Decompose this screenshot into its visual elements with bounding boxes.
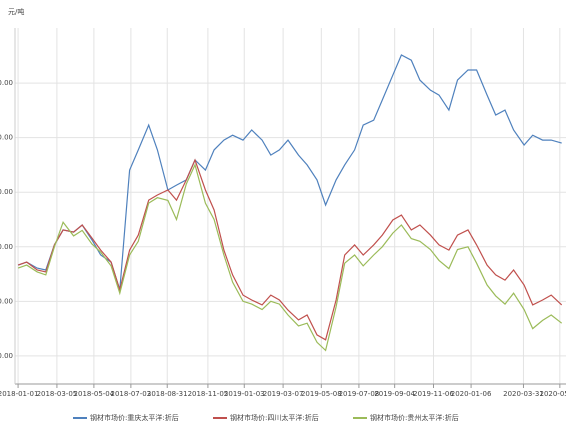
x-tick-label: 2018-11-05 <box>188 390 229 398</box>
x-tick-label: 2019-09-04 <box>374 390 415 398</box>
x-tick-label: 2018-01-01 <box>0 390 38 398</box>
x-tick-label: 2019-05-08 <box>301 390 342 398</box>
legend-label: 钢材市场价:四川太平洋:折后 <box>230 413 319 422</box>
y-tick-label: 4,000.00 <box>0 134 13 142</box>
x-tick-label: 2018-03-05 <box>37 390 78 398</box>
x-tick-label: 2020-05-29 <box>539 390 566 398</box>
x-tick-label: 2019-01-03 <box>224 390 265 398</box>
x-tick-label: 2020-01-06 <box>451 390 492 398</box>
unit-label: 元/吨 <box>8 7 24 16</box>
series-line <box>17 158 563 341</box>
y-tick-label: 3,600.00 <box>0 243 13 251</box>
legend-label: 钢材市场价:重庆太平洋:折后 <box>90 413 179 422</box>
x-tick-label: 2018-05-04 <box>74 390 115 398</box>
series-line <box>17 54 562 291</box>
x-tick-label: 2020-03-31 <box>503 390 544 398</box>
x-tick-label: 2018-08-31 <box>147 390 188 398</box>
y-tick-label: 3,800.00 <box>0 188 13 196</box>
x-tick-label: 2018-07-03 <box>111 390 152 398</box>
y-tick-label: 3,400.00 <box>0 297 13 305</box>
series-line <box>17 163 563 352</box>
x-tick-label: 2019-11-06 <box>413 390 454 398</box>
y-tick-label: 3,200.00 <box>0 352 13 360</box>
x-tick-label: 2019-03-07 <box>263 390 304 398</box>
x-tick-label: 2019-07-08 <box>339 390 380 398</box>
y-tick-label: 4,200.00 <box>0 79 13 87</box>
legend-label: 钢材市场价:贵州太平洋:折后 <box>370 413 459 422</box>
